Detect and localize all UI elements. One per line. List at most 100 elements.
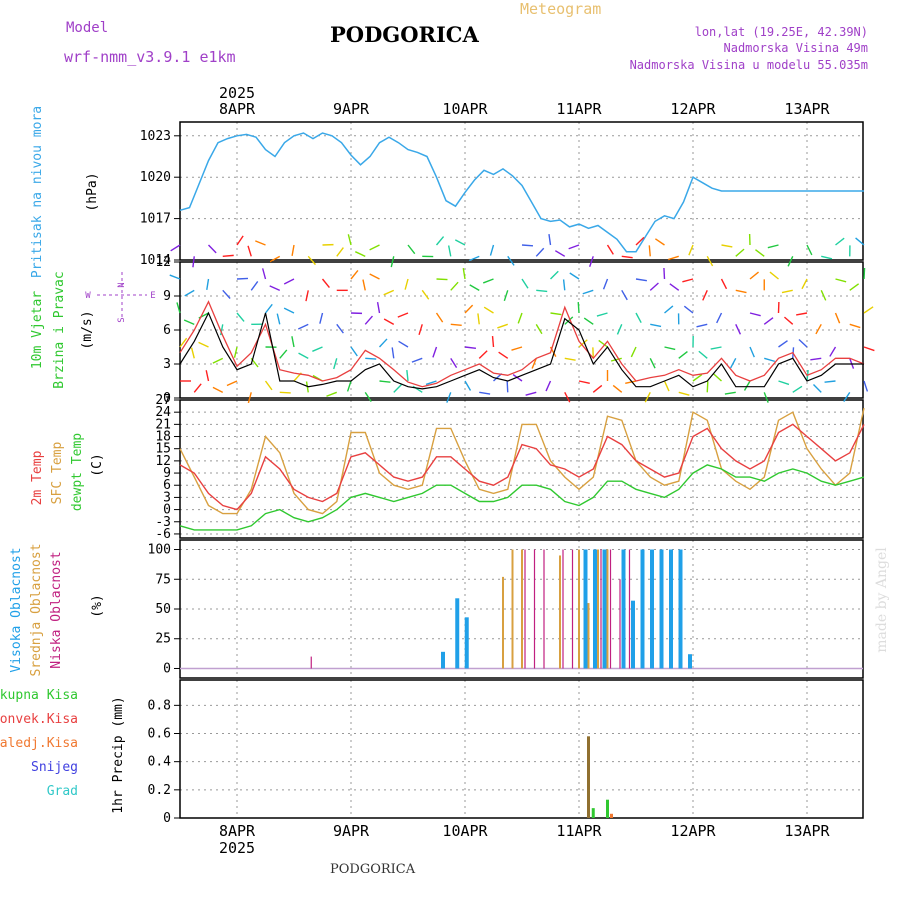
wind-arrow: [849, 323, 861, 329]
temp-tick-label: -6: [155, 527, 171, 542]
cloud-tick-label: 100: [148, 543, 171, 558]
wind-arrow: [407, 244, 416, 255]
wind-arrow: [347, 234, 352, 246]
wind-arrow: [503, 290, 509, 302]
wind-arrow: [207, 244, 217, 254]
wind-arrow: [664, 305, 674, 314]
wind-arrow: [462, 268, 466, 280]
meteogram-title: Meteogram: [520, 0, 602, 18]
wind-arrow: [635, 278, 647, 282]
cloud-ylabel-mid: Srednja Oblacnost: [29, 543, 44, 676]
wind-arrow: [863, 380, 869, 392]
wind-arrow: [649, 282, 659, 291]
wind-arrow: [365, 357, 377, 360]
day-label-bottom: 9APR: [333, 822, 370, 840]
wind-arrow: [498, 351, 509, 359]
pressure-tick-label: 1023: [140, 129, 171, 144]
wind-arrow: [621, 255, 633, 259]
compass-south: S: [117, 317, 127, 322]
wind-arrow: [250, 281, 259, 291]
wind-arrow: [863, 346, 875, 352]
wind-arrow: [606, 244, 614, 255]
wind-arrow: [411, 357, 423, 363]
wind-arrow: [589, 256, 594, 267]
day-label-top: 13APR: [784, 100, 830, 118]
station-title: PODGORICA: [330, 22, 479, 47]
wind-arrow: [582, 289, 594, 295]
wind-arrow: [843, 391, 851, 402]
wind-arrow: [724, 391, 736, 395]
wind-arrow: [464, 346, 477, 350]
wind-arrow: [493, 373, 503, 382]
cloud-bar: [619, 579, 621, 669]
sfc-temp-line: [179, 407, 865, 515]
wind-arrow: [233, 346, 238, 358]
wind-arrow: [635, 312, 642, 324]
wind-arrow: [379, 380, 391, 383]
wind-arrow: [835, 237, 845, 246]
wind-arrow: [644, 392, 651, 403]
cloud-bar: [640, 549, 645, 669]
precip-ylabel: 1hr Precip (mm): [111, 696, 126, 813]
pressure-tick-label: 1014: [140, 253, 171, 268]
cloud-bar: [533, 549, 536, 669]
cloud-panel: 0 25 50 75 100: [148, 539, 864, 679]
wind-arrow: [545, 380, 552, 392]
wind-arrow: [583, 317, 594, 325]
wind-arrow: [778, 380, 790, 386]
cloud-bar: [521, 549, 523, 669]
pressure-line: [179, 132, 864, 253]
wind-arrow: [432, 346, 438, 358]
wind-arrow: [577, 301, 580, 314]
wind-arrow: [855, 237, 865, 246]
wind-arrow: [483, 306, 494, 314]
wind-arrow: [706, 255, 714, 267]
wind-arrow: [506, 381, 509, 393]
wind-arrow: [798, 338, 808, 348]
temp-ylabel-dewpt: dewpt Temp: [70, 433, 85, 511]
cloud-tick-label: 50: [155, 602, 171, 617]
wind-arrow: [319, 312, 324, 324]
wind-arrow: [649, 358, 656, 369]
day-label-bottom: 13APR: [784, 822, 830, 840]
wind-arrow: [468, 255, 480, 262]
wind-arrow: [169, 274, 181, 280]
wind-arrow: [212, 386, 224, 393]
wind-arrow: [834, 312, 841, 324]
wind-arrow: [346, 380, 352, 392]
cloud-ylabel-high: Visoka Oblacnost: [9, 547, 24, 672]
wind-arrow: [721, 244, 733, 248]
cloud-bar: [502, 576, 504, 669]
cloud-bar: [310, 656, 312, 669]
wind-arrow: [482, 278, 494, 284]
cloud-bar: [587, 603, 590, 669]
wind-arrow: [863, 306, 874, 314]
wind-arrow: [333, 358, 338, 370]
wind-arrow: [261, 268, 267, 280]
wind-arrow: [205, 370, 210, 382]
wind-arrow: [569, 272, 580, 280]
wind-compass: NSWE: [85, 272, 156, 323]
wind-frame: [179, 261, 864, 399]
wind-arrow: [635, 236, 645, 246]
wind-arrow: [212, 357, 224, 364]
wind-arrow: [447, 245, 452, 257]
temp-unit: (C): [90, 453, 105, 476]
wind-arrow: [598, 339, 608, 348]
wind-arrow: [450, 323, 462, 326]
day-label-top: 9APR: [333, 100, 370, 118]
wind-arrow: [464, 380, 472, 391]
model-altitude: Nadmorska Visina u modelu 55.035m: [629, 58, 868, 72]
wind-arrow: [550, 270, 559, 280]
wind-arrow: [602, 278, 609, 290]
day-label-bottom: 11APR: [556, 822, 602, 840]
wind-arrow: [469, 284, 480, 291]
wind-arrow: [350, 270, 359, 280]
wind-arrow: [450, 281, 459, 291]
wind-arrow: [362, 279, 366, 291]
wind-arrow: [291, 244, 295, 256]
wind-arrow: [497, 323, 508, 329]
wind-arrow: [683, 305, 694, 314]
cloud-bar: [511, 549, 514, 669]
cloud-bar: [597, 549, 599, 669]
